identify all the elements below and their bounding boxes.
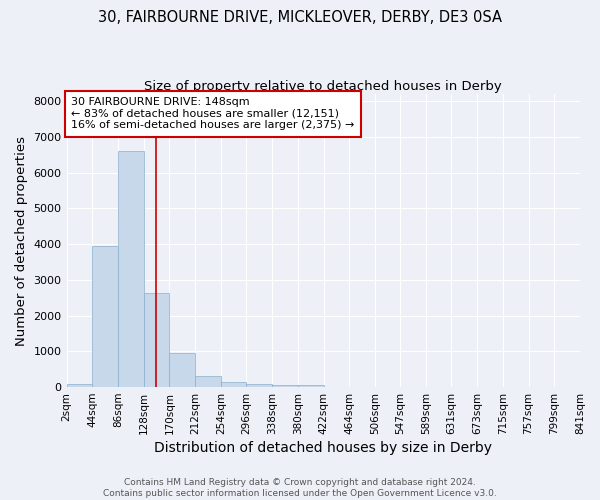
Text: 30 FAIRBOURNE DRIVE: 148sqm
← 83% of detached houses are smaller (12,151)
16% of: 30 FAIRBOURNE DRIVE: 148sqm ← 83% of det…	[71, 97, 355, 130]
X-axis label: Distribution of detached houses by size in Derby: Distribution of detached houses by size …	[154, 441, 492, 455]
Text: 30, FAIRBOURNE DRIVE, MICKLEOVER, DERBY, DE3 0SA: 30, FAIRBOURNE DRIVE, MICKLEOVER, DERBY,…	[98, 10, 502, 25]
Bar	[272, 384, 298, 387]
Bar	[247, 384, 272, 387]
Bar	[298, 385, 323, 387]
Bar	[118, 152, 143, 387]
Title: Size of property relative to detached houses in Derby: Size of property relative to detached ho…	[145, 80, 502, 93]
Bar	[143, 294, 169, 387]
Y-axis label: Number of detached properties: Number of detached properties	[15, 136, 28, 346]
Bar	[67, 384, 92, 387]
Bar	[221, 382, 247, 387]
Bar	[169, 353, 195, 387]
Text: Contains HM Land Registry data © Crown copyright and database right 2024.
Contai: Contains HM Land Registry data © Crown c…	[103, 478, 497, 498]
Bar	[195, 376, 221, 387]
Bar	[92, 246, 118, 387]
